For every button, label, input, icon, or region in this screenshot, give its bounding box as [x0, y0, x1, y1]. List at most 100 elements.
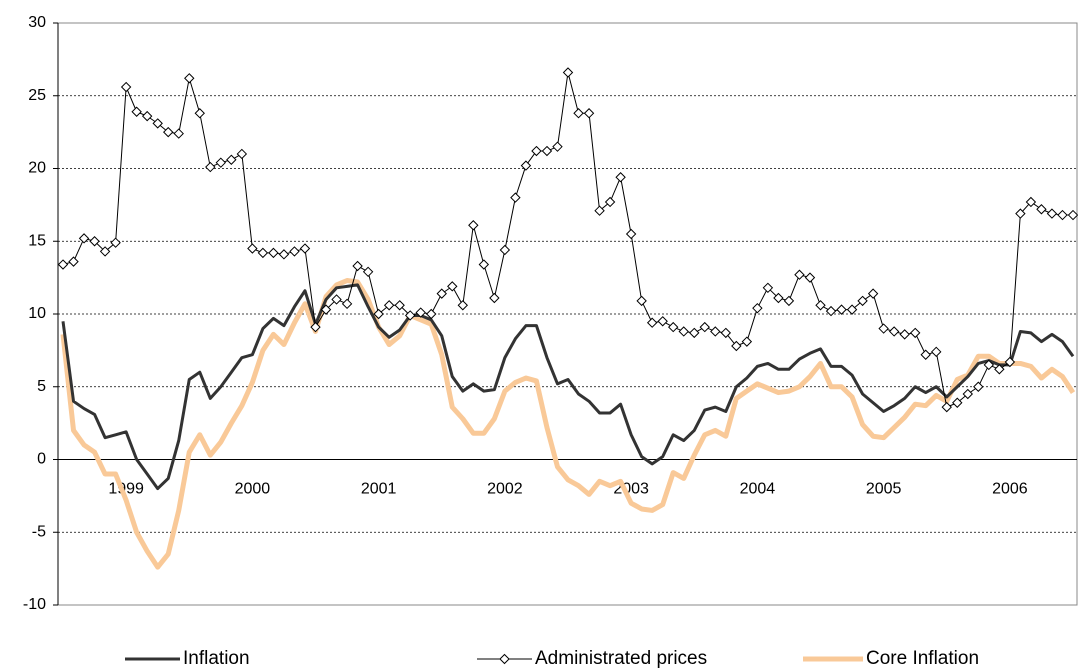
marker: [973, 381, 984, 392]
marker: [205, 161, 216, 173]
marker: [331, 294, 342, 305]
marker: [710, 326, 721, 337]
marker: [436, 288, 447, 299]
marker: [920, 349, 931, 360]
marker: [57, 259, 69, 270]
marker: [573, 108, 584, 119]
marker: [994, 364, 1005, 375]
marker: [1025, 196, 1037, 208]
marker: [226, 154, 237, 165]
marker: [152, 118, 163, 129]
marker: [99, 246, 111, 257]
y-tick-label: 30: [28, 14, 46, 31]
x-tick-label: 2001: [361, 481, 397, 498]
marker: [1036, 204, 1047, 215]
marker: [909, 327, 921, 339]
legend-label: Administrated prices: [535, 648, 707, 669]
marker: [194, 108, 205, 119]
marker: [457, 300, 468, 311]
marker: [699, 321, 710, 333]
marker: [310, 321, 321, 333]
marker: [941, 401, 952, 413]
marker: [478, 259, 490, 270]
series-line: [62, 71, 1073, 408]
marker: [352, 260, 363, 272]
y-tick-label: 25: [28, 87, 46, 104]
marker: [604, 196, 616, 208]
y-tick-label: -10: [23, 596, 46, 613]
marker: [794, 269, 805, 280]
marker: [215, 157, 227, 168]
marker: [120, 81, 132, 93]
marker: [825, 305, 837, 317]
marker: [646, 317, 658, 328]
marker: [752, 302, 763, 314]
y-tick-label: 10: [28, 305, 46, 322]
marker: [247, 243, 258, 254]
marker: [68, 256, 79, 267]
marker: [888, 326, 900, 337]
marker: [804, 272, 816, 283]
marker: [499, 244, 511, 256]
marker: [257, 247, 269, 259]
x-tick-label: 1999: [108, 481, 144, 498]
marker: [931, 346, 942, 358]
y-tick-label: 5: [37, 378, 46, 395]
legend-marker: [499, 653, 510, 665]
marker: [394, 300, 405, 311]
marker: [657, 316, 668, 327]
marker: [1057, 209, 1068, 221]
marker: [952, 397, 963, 408]
marker: [962, 388, 973, 400]
marker: [299, 243, 311, 254]
marker: [1004, 356, 1016, 368]
x-tick-label: 2006: [992, 481, 1028, 498]
marker: [373, 308, 384, 320]
marker: [383, 300, 395, 311]
marker: [983, 359, 995, 371]
series-line: [60, 278, 1076, 570]
marker: [1046, 208, 1058, 219]
marker: [278, 249, 290, 260]
marker: [668, 321, 679, 333]
marker: [594, 205, 605, 216]
marker: [520, 160, 532, 171]
marker: [552, 141, 563, 152]
marker: [320, 304, 332, 315]
legend-label: Core Inflation: [866, 648, 979, 669]
marker: [720, 327, 732, 339]
marker: [236, 148, 248, 160]
marker: [836, 304, 847, 315]
marker: [341, 298, 353, 310]
marker: [78, 233, 90, 244]
marker: [636, 295, 647, 307]
marker: [173, 128, 184, 139]
marker: [289, 246, 300, 257]
marker: [1015, 208, 1026, 219]
marker: [510, 192, 521, 203]
marker: [783, 295, 795, 307]
marker: [846, 304, 858, 315]
x-tick-label: 2004: [740, 481, 776, 498]
marker: [531, 145, 542, 157]
y-tick-label: 15: [28, 232, 46, 249]
y-tick-label: 20: [28, 160, 46, 177]
x-tick-label: 2005: [866, 481, 902, 498]
marker: [447, 281, 458, 292]
marker: [362, 266, 374, 278]
marker: [815, 300, 826, 311]
x-tick-label: 2000: [235, 481, 271, 498]
marker: [773, 292, 784, 304]
marker: [741, 336, 753, 347]
marker: [268, 247, 279, 259]
marker: [426, 308, 437, 320]
marker: [141, 110, 153, 122]
marker: [762, 282, 774, 294]
y-tick-label: -5: [32, 523, 46, 540]
marker: [899, 329, 910, 340]
marker: [404, 310, 416, 321]
marker: [878, 323, 889, 334]
marker: [689, 327, 700, 339]
y-tick-label: 0: [37, 451, 46, 468]
